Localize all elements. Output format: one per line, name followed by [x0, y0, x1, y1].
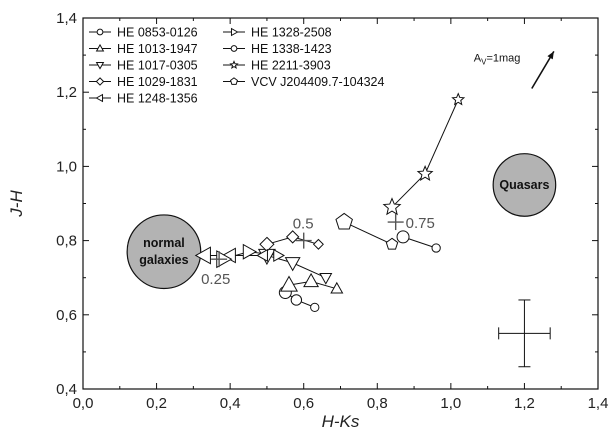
x-tick-label: 1,4 [588, 395, 609, 412]
legend-marker [96, 28, 104, 36]
data-point [396, 230, 410, 244]
data-point [279, 275, 299, 292]
region-circle [126, 214, 202, 290]
legend-entry: HE 1248-1356 [117, 92, 198, 106]
data-point [303, 272, 320, 288]
data-point [285, 230, 300, 244]
region-circle [492, 153, 557, 217]
plus-label: 0.75 [406, 215, 435, 232]
data-point [319, 273, 333, 285]
region-label: galaxies [139, 253, 188, 267]
legend-marker [230, 45, 238, 52]
data-point [312, 238, 324, 250]
y-axis-title: J-H [7, 190, 26, 218]
series-points [194, 92, 466, 313]
data-point [256, 248, 268, 262]
legend-marker [230, 27, 239, 37]
legend-marker [229, 77, 239, 85]
series-lines [204, 99, 459, 308]
x-tick-label: 0,6 [293, 395, 314, 412]
data-point [284, 257, 301, 272]
legend-marker [95, 61, 105, 70]
legend-entry: HE 1338-1423 [251, 42, 332, 56]
reddening-label: AV=1mag [474, 52, 521, 66]
data-point [194, 246, 211, 265]
legend-marker [95, 93, 104, 103]
x-tick-label: 1,2 [514, 395, 535, 412]
legend-entry: HE 2211-3903 [251, 59, 331, 73]
y-tick-label: 0,8 [56, 233, 77, 250]
y-tick-label: 0,6 [56, 307, 77, 324]
x-tick-label: 0,4 [220, 395, 241, 412]
plus-label: 0.25 [201, 271, 230, 288]
legend-entry: HE 0853-0126 [117, 26, 198, 40]
data-point [416, 165, 434, 181]
region-label: normal [143, 236, 185, 250]
reddening-label-main: A [474, 52, 482, 64]
data-point [385, 237, 399, 250]
series-line [343, 221, 393, 245]
y-tick-label: 1,2 [56, 84, 77, 101]
x-tick-label: 1,0 [440, 395, 461, 412]
data-point [330, 281, 344, 294]
legend-marker [229, 60, 239, 69]
data-point [273, 248, 285, 262]
reddening-label-rest: =1mag [486, 52, 520, 64]
legend-entry: HE 1017-0305 [117, 59, 198, 73]
data-point [382, 197, 402, 216]
x-axis-title: H-Ks [322, 412, 360, 431]
data-point [310, 302, 320, 313]
legend-marker [95, 43, 105, 52]
series-line [391, 99, 459, 208]
x-tick-label: 0,2 [146, 395, 167, 412]
axes: 0,0 0,2 0,4 0,6 0,8 1,0 1,2 1,4 0,4 0,6 0,8 1,0 1,2 1… [7, 10, 608, 431]
legend-marker [95, 77, 105, 86]
y-tick-label: 1,0 [56, 158, 77, 175]
x-tick-label: 0,0 [73, 395, 94, 412]
error-bar [498, 299, 551, 368]
region-label: Quasars [499, 178, 549, 192]
data-point [451, 92, 466, 106]
legend-entry: HE 1328-2508 [251, 26, 332, 40]
y-tick-label: 1,4 [56, 10, 77, 27]
data-point [335, 212, 353, 230]
legend-entry: HE 1013-1947 [117, 42, 198, 56]
region-annotations: normal galaxies Quasars AV=1mag [126, 50, 557, 290]
legend-entry: HE 1029-1831 [117, 75, 198, 89]
plus-label: 0.5 [293, 216, 314, 233]
reddening-label-sub: V [481, 57, 487, 66]
data-point [242, 243, 258, 260]
reddening-arrowhead [547, 51, 554, 60]
data-point [431, 243, 441, 253]
x-tick-label: 0,8 [367, 395, 388, 412]
data-point [290, 294, 303, 306]
legend: HE 0853-0126 HE 1013-1947 HE 1017-0305 HE 1… [89, 26, 384, 106]
point-annotations: 0.5 0.75 0.25 [201, 214, 435, 288]
legend-entry: VCV J204409.7-104324 [251, 75, 384, 89]
y-tick-label: 0,4 [56, 381, 77, 398]
